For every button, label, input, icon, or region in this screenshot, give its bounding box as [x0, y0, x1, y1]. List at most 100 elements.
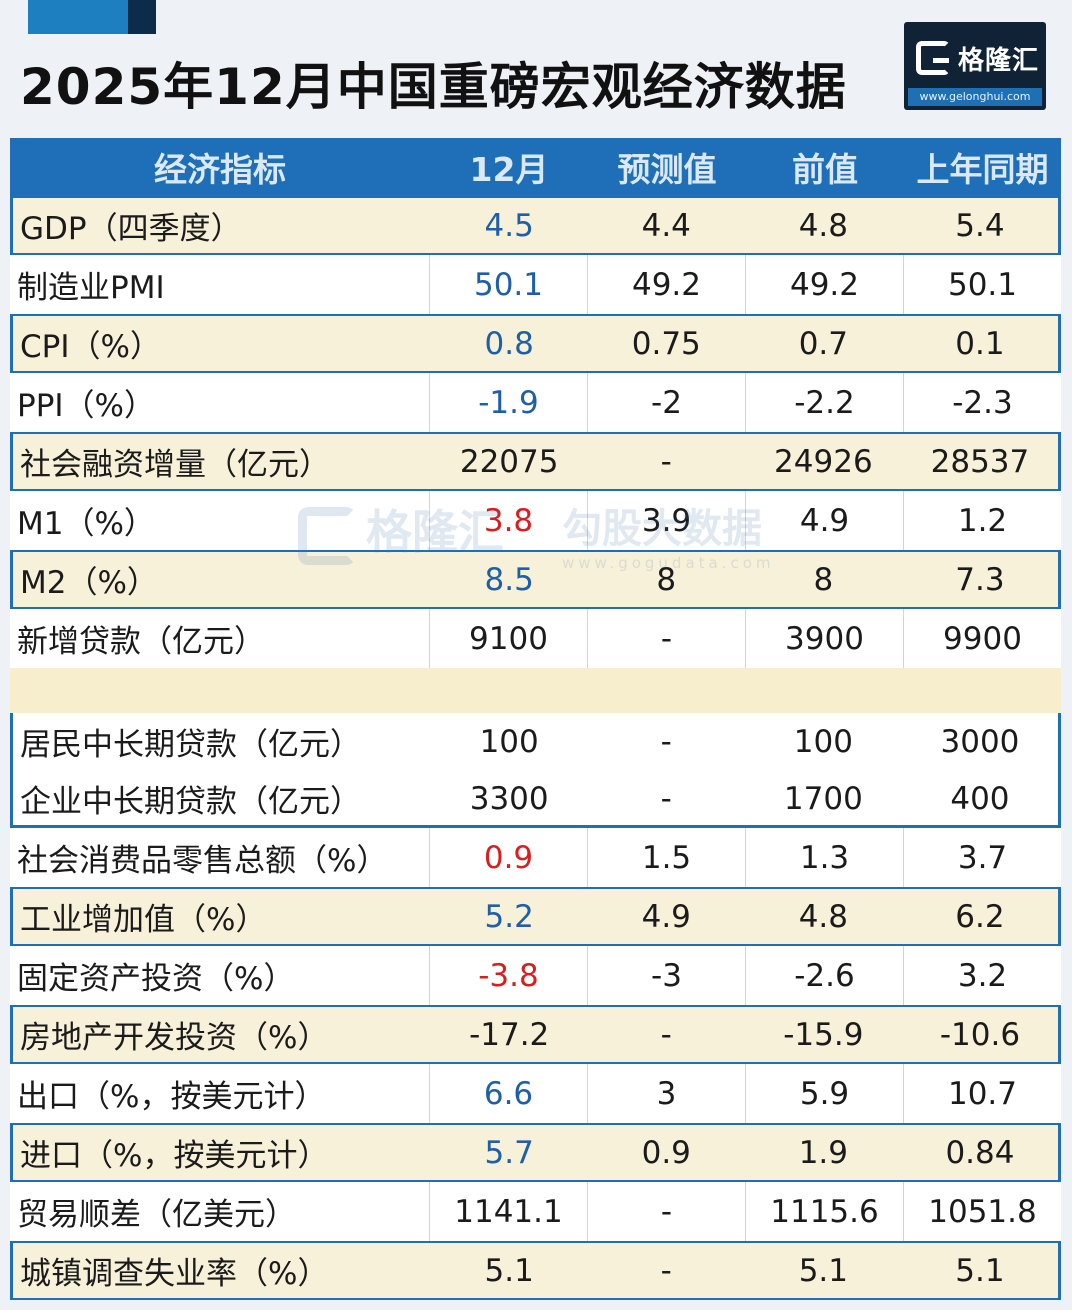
table-row: 工业增加值（%） 5.2 4.9 4.8 6.2: [10, 887, 1061, 946]
gelonghui-logo-icon: [916, 41, 950, 75]
current-value-cell: 1141.1: [430, 1182, 588, 1241]
header-current: 12月: [469, 150, 549, 189]
previous-value-cell: 1115.6: [746, 1182, 904, 1241]
indicator-cell: 城镇调查失业率（%）: [20, 1256, 329, 1292]
forecast-cell: 4.9: [641, 898, 691, 935]
previous-value-cell: 0.7: [798, 325, 849, 362]
table-row: 进口（%，按美元计） 5.7 0.9 1.9 0.84: [10, 1123, 1061, 1182]
table-row: M1（%） 3.8 3.9 4.9 1.2: [10, 491, 1061, 550]
last-year-cell: 1051.8: [928, 1193, 1037, 1230]
indicator-cell: M2（%）: [20, 565, 158, 601]
previous-value-cell: -2.2: [746, 373, 904, 432]
indicator-cell: 企业中长期贷款（亿元）: [20, 784, 361, 820]
indicator-cell: 固定资产投资（%）: [10, 946, 430, 1005]
last-year-cell: 5.4: [955, 207, 1005, 244]
forecast-cell: 8: [656, 561, 677, 598]
last-year-cell: 0.84: [945, 1134, 1015, 1171]
current-value-cell: 100: [479, 723, 539, 760]
table-row: 贸易顺差（亿美元） 1141.1-1115.6 1051.8: [10, 1182, 1061, 1241]
current-value-cell: 3300: [469, 780, 549, 817]
current-value-cell: 9100: [430, 609, 588, 668]
table-row: GDP（四季度） 4.5 4.4 4.8 5.4: [10, 196, 1061, 255]
mid-long-term-loans-group: 居民中长期贷款（亿元） 100 - 100 3000 企业中长期贷款（亿元） 3300 - 17…: [10, 713, 1061, 828]
current-value-cell: 8.5: [484, 561, 534, 598]
forecast-cell: 3: [588, 1064, 746, 1123]
previous-value-cell: -2.6: [746, 946, 904, 1005]
forecast-cell: -: [660, 443, 672, 480]
forecast-cell: 49.2: [588, 255, 746, 314]
last-year-cell: 10.7: [947, 1075, 1018, 1112]
previous-value-cell: 4.9: [746, 491, 904, 550]
table-row: 制造业PMI 50.1 49.2 49.2 50.1: [10, 255, 1061, 314]
forecast-cell: 3.9: [588, 491, 746, 550]
previous-value-cell: 4.8: [798, 898, 849, 935]
last-year-cell: 1.2: [957, 502, 1008, 539]
indicator-cell: 新增贷款（亿元）: [10, 609, 430, 668]
forecast-cell: 4.4: [641, 207, 691, 244]
page-title: 2025年12月中国重磅宏观经济数据: [20, 58, 847, 116]
previous-value-cell: 5.9: [746, 1064, 904, 1123]
last-year-cell: 400: [950, 780, 1010, 817]
indicator-cell: 社会融资增量（亿元）: [20, 447, 330, 483]
current-value-cell: 50.1: [430, 255, 588, 314]
previous-value-cell: 1700: [783, 780, 863, 817]
table-row: 固定资产投资（%） -3.8 -3 -2.6 3.2: [10, 946, 1061, 1005]
last-year-cell: 9900: [943, 620, 1022, 657]
current-value-cell: 5.2: [484, 898, 534, 935]
previous-value-cell: 5.1: [798, 1252, 849, 1289]
table-row: 社会融资增量（亿元） 22075 - 24926 28537: [10, 432, 1061, 491]
table-row: CPI（%） 0.8 0.75 0.7 0.1: [10, 314, 1061, 373]
current-value-cell: 22075: [459, 443, 559, 480]
current-value-cell: 4.5: [484, 207, 534, 244]
indicator-cell: 房地产开发投资（%）: [20, 1020, 329, 1056]
indicator-cell: 工业增加值（%）: [20, 902, 267, 938]
indicator-cell: 出口（%，按美元计）: [10, 1064, 430, 1123]
previous-value-cell: 8: [813, 561, 834, 598]
last-year-cell: 0.1: [955, 325, 1005, 362]
current-value-cell: 5.1: [484, 1252, 534, 1289]
top-accent-block-dark: [128, 0, 156, 34]
current-value-cell: -3.8: [430, 946, 588, 1005]
brand-logo: 格隆汇 www.gelonghui.com: [904, 22, 1046, 110]
table-row: 居民中长期贷款（亿元） 100 - 100 3000: [13, 713, 1058, 770]
previous-value-cell: 100: [793, 723, 853, 760]
last-year-cell: 7.3: [955, 561, 1005, 598]
table-row: 新增贷款（亿元） 9100-3900 9900: [10, 609, 1061, 668]
table-row: M2（%） 8.5 8 8 7.3: [10, 550, 1061, 609]
forecast-cell: -: [660, 1252, 672, 1289]
forecast-cell: -: [660, 1016, 672, 1053]
current-value-cell: -1.9: [430, 373, 588, 432]
forecast-cell: -: [588, 1182, 746, 1241]
header-forecast: 预测值: [617, 150, 717, 189]
header-previous: 前值: [792, 150, 858, 189]
top-bar: [0, 0, 1072, 40]
indicator-cell: 贸易顺差（亿美元）: [10, 1182, 430, 1241]
section-band: [10, 668, 1061, 713]
forecast-cell: 1.5: [588, 828, 746, 887]
last-year-cell: 50.1: [947, 266, 1018, 303]
previous-value-cell: 24926: [774, 443, 873, 480]
table-row: PPI（%） -1.9 -2 -2.2 -2.3: [10, 373, 1061, 432]
indicator-cell: GDP（四季度）: [20, 211, 242, 247]
current-value-cell: 0.8: [484, 325, 534, 362]
forecast-cell: -: [588, 609, 746, 668]
current-value-cell: -17.2: [469, 1016, 550, 1053]
previous-value-cell: 1.3: [746, 828, 904, 887]
table-row: 出口（%，按美元计） 6.6 3 5.9 10.7: [10, 1064, 1061, 1123]
table-row: 房地产开发投资（%） -17.2 - -15.9 -10.6: [10, 1005, 1061, 1064]
previous-value-cell: 1.9: [798, 1134, 849, 1171]
current-value-cell: 6.6: [430, 1064, 588, 1123]
forecast-cell: -: [660, 723, 672, 760]
last-year-cell: -10.6: [939, 1016, 1021, 1053]
forecast-cell: 0.9: [641, 1134, 691, 1171]
table-row: 企业中长期贷款（亿元） 3300 - 1700 400: [13, 770, 1058, 827]
table-header: 经济指标 12月 预测值 前值 上年同期: [10, 138, 1061, 196]
last-year-cell: 5.1: [955, 1252, 1005, 1289]
indicator-cell: CPI（%）: [20, 329, 161, 365]
indicator-cell: PPI（%）: [10, 373, 430, 432]
previous-value-cell: 4.8: [798, 207, 849, 244]
indicator-cell: 制造业PMI: [10, 255, 430, 314]
indicator-cell: 社会消费品零售总额（%）: [10, 828, 430, 887]
last-year-cell: 3.7: [957, 839, 1008, 876]
last-year-cell: -2.3: [952, 384, 1013, 421]
